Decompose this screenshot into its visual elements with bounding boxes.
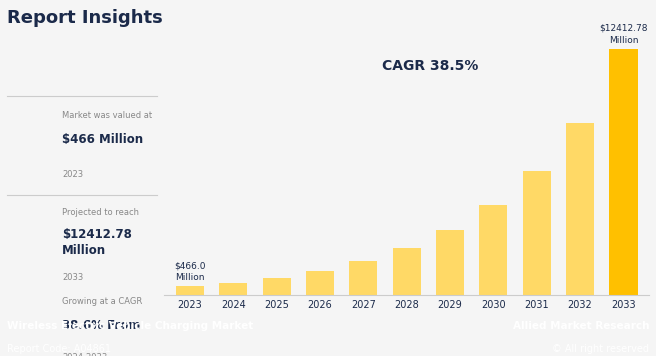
Text: Market was valued at: Market was valued at — [62, 111, 152, 120]
Bar — [523, 171, 551, 295]
Bar — [219, 283, 247, 295]
Bar — [306, 271, 334, 295]
Text: Projected to reach: Projected to reach — [62, 208, 139, 216]
Text: Report Insights: Report Insights — [7, 9, 162, 27]
Text: Growing at a CAGR: Growing at a CAGR — [62, 297, 142, 306]
Text: $466.0
Million: $466.0 Million — [174, 261, 206, 282]
Bar — [480, 205, 508, 295]
Text: 2023: 2023 — [62, 170, 83, 179]
Text: Allied Market Research: Allied Market Research — [513, 321, 649, 331]
Text: Wireless Electric Vehicle Charging Market: Wireless Electric Vehicle Charging Marke… — [7, 321, 253, 331]
Text: 2024-2033: 2024-2033 — [62, 353, 108, 356]
Text: CAGR 38.5%: CAGR 38.5% — [382, 59, 479, 73]
Bar — [436, 230, 464, 295]
Bar — [349, 261, 377, 295]
Text: 2033: 2033 — [62, 273, 83, 282]
Bar — [176, 286, 204, 295]
Text: $12412.78
Million: $12412.78 Million — [599, 24, 647, 44]
Text: $12412.78
Million: $12412.78 Million — [62, 227, 133, 257]
Text: 38.6% From: 38.6% From — [62, 319, 140, 332]
Bar — [566, 123, 594, 295]
Text: Report Code: A04861: Report Code: A04861 — [7, 345, 111, 355]
Bar — [262, 278, 291, 295]
Text: © All right reserved: © All right reserved — [552, 345, 649, 355]
Bar — [609, 49, 638, 295]
Bar — [393, 248, 420, 295]
Text: $466 Million: $466 Million — [62, 133, 144, 146]
